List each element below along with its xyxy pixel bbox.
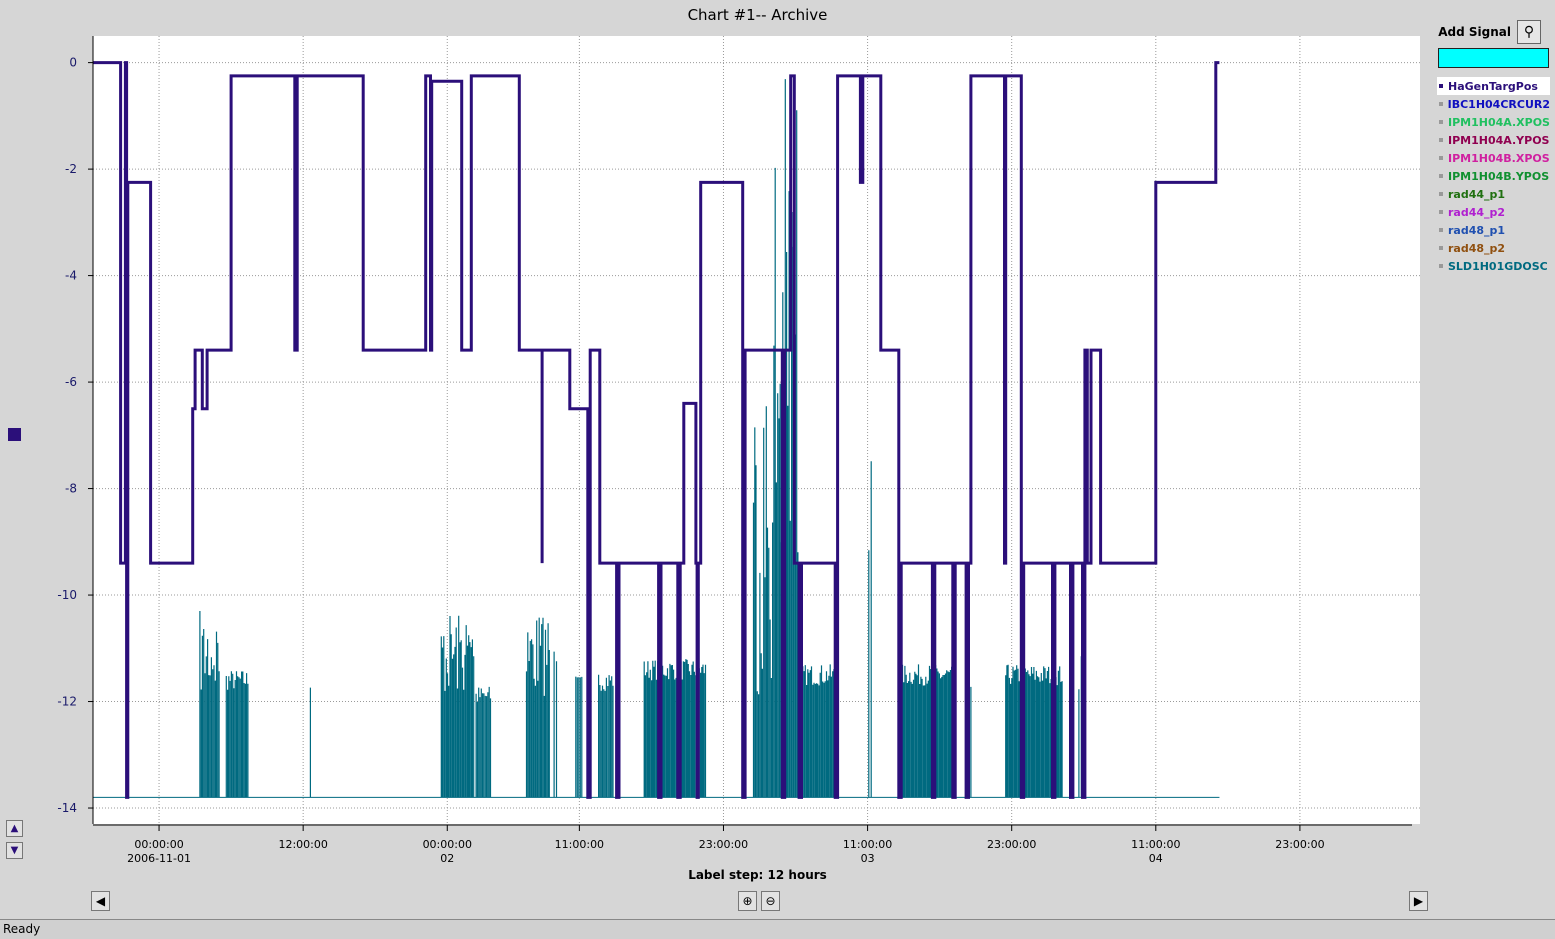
y-tick-label: -6 [65,375,77,389]
selected-series-swatch[interactable] [8,428,21,441]
legend-label: HaGenTargPos [1448,79,1538,93]
y-tick-label: 0 [69,56,77,70]
x-tick-label: 23:00:00 [1275,838,1324,851]
legend-item[interactable]: IPM1H04B.YPOS [1437,167,1550,185]
x-tick-label: 00:00:00 [134,838,183,851]
scroll-up-button[interactable]: ▲ [6,820,23,837]
legend-marker-icon [1439,174,1443,178]
status-bar: Ready [0,919,1555,939]
y-tick-label: -10 [57,588,77,602]
legend-marker-icon [1439,156,1443,160]
series-layer [93,61,1220,799]
legend-label: rad44_p1 [1448,187,1506,201]
signal-search-input[interactable] [1438,48,1549,68]
legend-item[interactable]: IPM1H04A.XPOS [1437,113,1550,131]
legend-item[interactable]: SLD1H01GDOSC [1437,257,1550,275]
chart-area[interactable]: 0-2-4-6-8-10-12-14 00:00:002006-11-0112:… [0,0,1430,870]
x-tick-label: 00:00:00 [423,838,472,851]
legend-marker-icon [1439,246,1443,250]
y-tick-label: -8 [65,482,77,496]
scroll-down-button[interactable]: ▼ [6,842,23,859]
zoom-in-icon[interactable]: ⊕ [738,891,757,911]
y-tick-label: -2 [65,162,77,176]
legend-label: rad44_p2 [1448,205,1506,219]
add-signal-label: Add Signal [1438,25,1511,39]
legend-marker-icon [1439,120,1443,124]
chart-title: Chart #1-- Archive [687,6,828,24]
scroll-left-button[interactable]: ◀ [91,891,110,911]
legend-item[interactable]: rad48_p1 [1437,221,1550,239]
legend-item[interactable]: rad44_p1 [1437,185,1550,203]
x-tick-label: 23:00:00 [987,838,1036,851]
x-tick-label: 11:00:00 [1131,838,1180,851]
series-hagentargpos [93,61,1220,799]
legend-marker-icon [1439,192,1443,196]
legend-label: rad48_p1 [1448,223,1506,237]
x-tick-label: 12:00:00 [278,838,327,851]
y-tick-label: -14 [57,801,77,815]
y-axis: 0 -2 -4 -6 -8 -10 -12 -14 [57,56,93,815]
x-tick-label: 23:00:00 [699,838,748,851]
binoculars-icon[interactable]: ⚲ [1517,20,1541,44]
legend-label: SLD1H01GDOSC [1448,259,1548,273]
legend-marker-icon [1439,264,1443,268]
x-tick-date-label: 2006-11-01 [127,852,191,865]
legend-label: IPM1H04B.YPOS [1448,169,1550,183]
legend-item[interactable]: IPM1H04A.YPOS [1437,131,1550,149]
legend-marker-icon [1439,84,1443,88]
legend-item[interactable]: HaGenTargPos [1437,77,1550,95]
legend-label: IPM1H04A.YPOS [1448,133,1550,147]
x-tick-date-label: 02 [440,852,454,865]
x-tick-label: 11:00:00 [843,838,892,851]
add-signal-row: Add Signal ⚲ [1428,18,1553,46]
y-tick-label: -4 [65,269,77,283]
legend-marker-icon [1439,138,1443,142]
y-tick-label: -12 [57,695,77,709]
x-axis-label: Label step: 12 hours [688,868,827,882]
legend-marker-icon [1439,102,1443,106]
legend-marker-icon [1439,210,1443,214]
x-tick-date-label: 04 [1149,852,1163,865]
legend-label: IPM1H04B.XPOS [1448,151,1550,165]
legend-marker-icon [1439,228,1443,232]
legend-label: rad48_p2 [1448,241,1506,255]
legend: HaGenTargPos IBC1H04CRCUR2 IPM1H04A.XPOS IP… [1437,77,1550,275]
legend-item[interactable]: rad48_p2 [1437,239,1550,257]
x-tick-date-label: 03 [861,852,875,865]
legend-item[interactable]: IPM1H04B.XPOS [1437,149,1550,167]
legend-item[interactable]: rad44_p2 [1437,203,1550,221]
legend-item[interactable]: IBC1H04CRCUR2 [1437,95,1550,113]
zoom-out-icon[interactable]: ⊖ [761,891,780,911]
scroll-right-button[interactable]: ▶ [1409,891,1428,911]
legend-label: IPM1H04A.XPOS [1448,115,1550,129]
legend-label: IBC1H04CRCUR2 [1447,97,1550,111]
x-tick-label: 11:00:00 [555,838,604,851]
side-panel: Add Signal ⚲ [1428,18,1553,68]
